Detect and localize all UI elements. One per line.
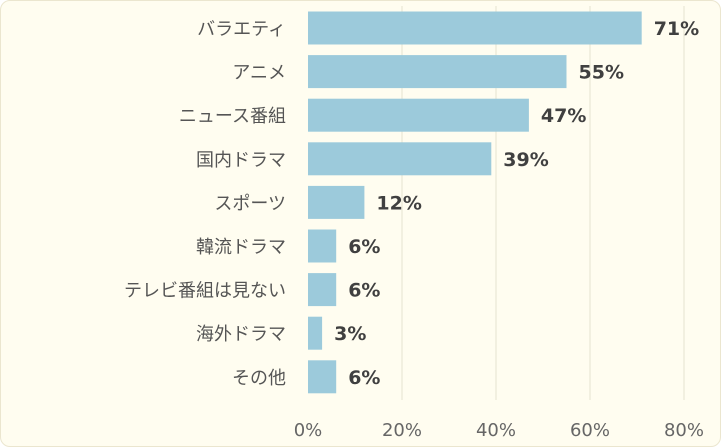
category-label: バラエティ bbox=[197, 19, 286, 40]
x-tick-label: 80% bbox=[664, 420, 704, 441]
bars bbox=[308, 11, 642, 394]
category-label: 韓流ドラマ bbox=[196, 237, 286, 258]
category-labels: バラエティアニメニュース番組国内ドラマスポーツ韓流ドラマテレビ番組は見ない海外ド… bbox=[124, 19, 286, 389]
category-label: 海外ドラマ bbox=[196, 324, 286, 345]
bar bbox=[308, 185, 365, 219]
category-label: テレビ番組は見ない bbox=[124, 281, 286, 302]
bar bbox=[308, 55, 567, 89]
data-label: 71% bbox=[654, 18, 699, 40]
value-labels: 71% 55% 47% 39% 12% 6% 6% 3% 6% bbox=[334, 18, 699, 389]
x-tick-label: 60% bbox=[570, 420, 610, 441]
bar bbox=[308, 360, 337, 394]
bar bbox=[308, 316, 323, 350]
x-axis-tick-labels: 0% 20% 40% 60% 80% bbox=[294, 420, 704, 441]
data-label: 6% bbox=[348, 280, 380, 302]
category-label: アニメ bbox=[232, 63, 286, 84]
bar bbox=[308, 273, 337, 307]
data-label: 55% bbox=[579, 62, 624, 84]
data-label: 12% bbox=[376, 192, 421, 214]
category-label: 国内ドラマ bbox=[196, 150, 286, 171]
data-label: 47% bbox=[541, 105, 586, 127]
data-label: 39% bbox=[503, 149, 548, 171]
category-label: ニュース番組 bbox=[179, 106, 286, 127]
bar bbox=[308, 229, 337, 263]
bar bbox=[308, 11, 642, 45]
bar bbox=[308, 142, 492, 176]
x-tick-label: 20% bbox=[382, 420, 422, 441]
data-label: 6% bbox=[348, 236, 380, 258]
x-tick-label: 0% bbox=[294, 420, 323, 441]
category-label: その他 bbox=[232, 368, 286, 389]
data-label: 3% bbox=[334, 323, 366, 345]
data-label: 6% bbox=[348, 367, 380, 389]
x-tick-label: 40% bbox=[476, 420, 516, 441]
bar bbox=[308, 98, 529, 132]
category-label: スポーツ bbox=[214, 193, 286, 214]
